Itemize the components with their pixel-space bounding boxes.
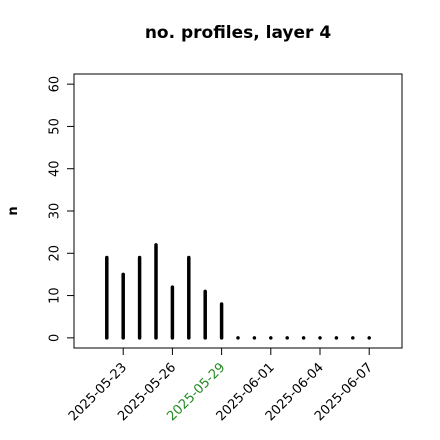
y-tick-label: 30: [48, 203, 63, 220]
y-axis-label: n: [6, 206, 21, 215]
y-tick-label: 50: [48, 118, 63, 135]
y-tick-label: 10: [48, 287, 63, 304]
chart-title: no. profiles, layer 4: [145, 23, 332, 43]
y-tick-label: 40: [48, 160, 63, 177]
y-tick-label: 20: [48, 245, 63, 262]
y-tick-label: 0: [48, 334, 63, 342]
y-tick-label: 60: [48, 76, 63, 93]
